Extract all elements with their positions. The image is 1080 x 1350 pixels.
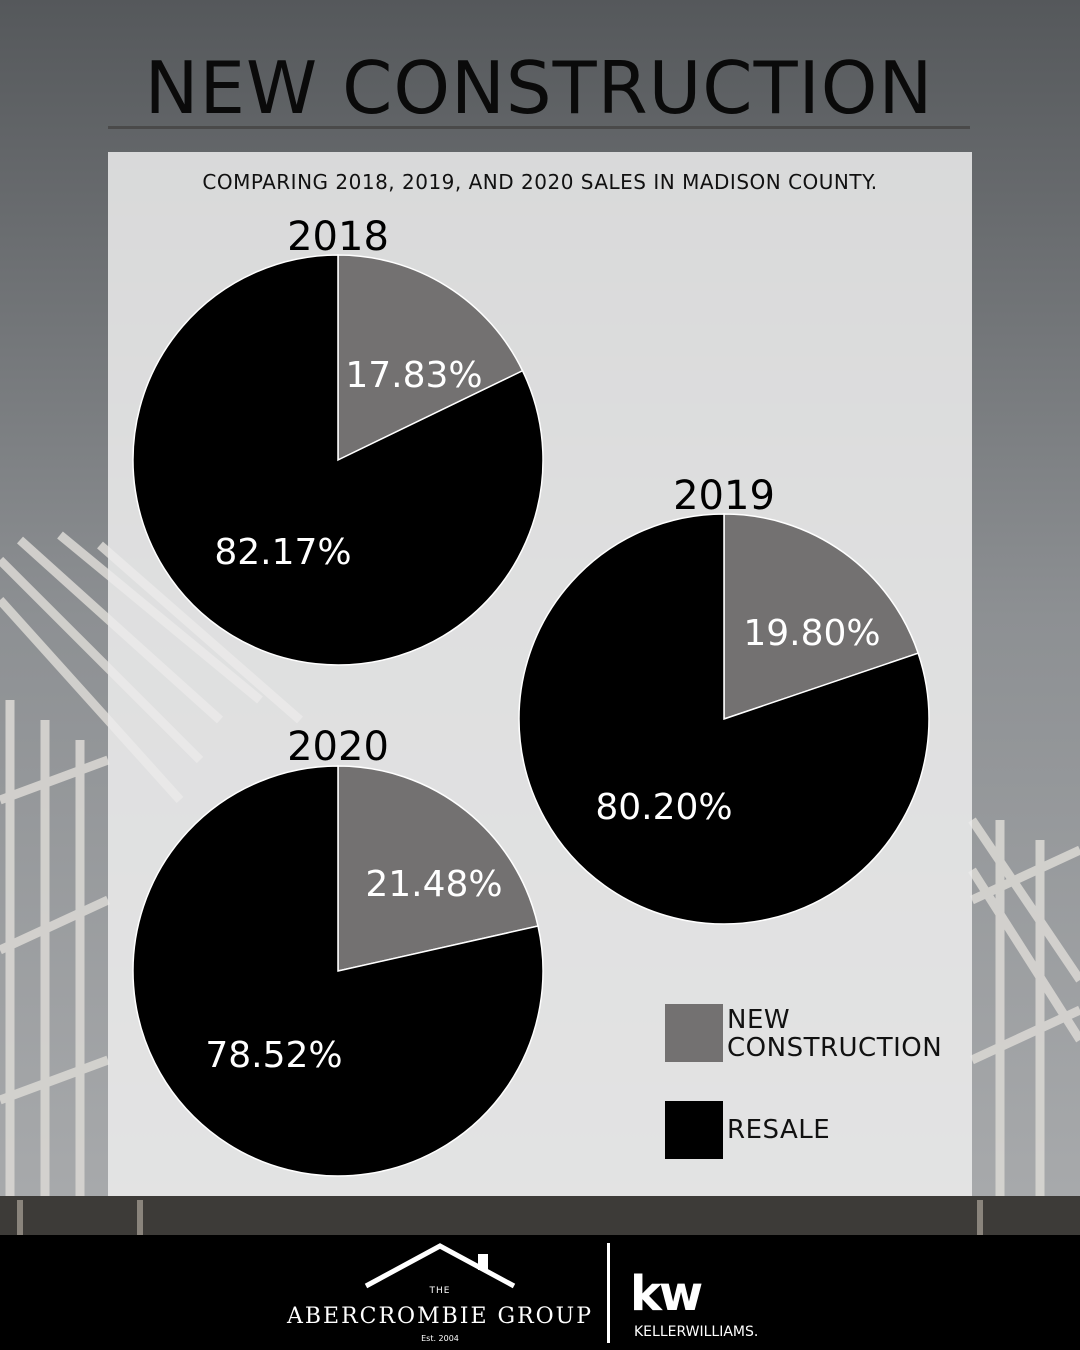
house-roof-icon <box>364 1243 516 1289</box>
pie-2019-label-resale: 80.20% <box>595 787 732 828</box>
pie-2020-slice-resale <box>132 765 544 1177</box>
page-title: NEW CONSTRUCTION <box>144 46 934 130</box>
pie-charts: 2018 17.83% 82.17% 2019 19.80% 80.20% 2020 21.4… <box>132 214 930 1177</box>
pie-2020-slice-new-construction <box>337 765 539 972</box>
brand-name: ABERCROMBIE GROUP <box>286 1304 594 1329</box>
legend-swatch-new-construction <box>665 1004 723 1062</box>
title-divider <box>108 126 970 129</box>
brand-the: THE <box>429 1286 451 1296</box>
legend-label-resale: RESALE <box>727 1115 831 1145</box>
footer-divider <box>607 1243 610 1343</box>
pie-2018-slice-resale <box>132 254 544 666</box>
legend-label-line-1: NEW <box>727 1005 791 1035</box>
pie-2020-label-new-construction: 21.48% <box>365 864 502 905</box>
pie-2019-label-new-construction: 19.80% <box>743 613 880 654</box>
pie-2019-title: 2019 <box>673 473 775 519</box>
footer-bar <box>0 1235 1080 1350</box>
pie-2020-label-resale: 78.52% <box>205 1035 342 1076</box>
pie-2018-slice-new-construction <box>337 254 524 462</box>
keller-williams-name: KELLERWILLIAMS. <box>634 1324 759 1340</box>
keller-williams-logo: kw <box>630 1266 703 1322</box>
legend-label-line-2: CONSTRUCTION <box>727 1033 943 1063</box>
pie-2018-label-new-construction: 17.83% <box>345 355 482 396</box>
pie-2018-label-resale: 82.17% <box>214 532 351 573</box>
chart-subtitle: COMPARING 2018, 2019, AND 2020 SALES IN … <box>202 170 878 194</box>
legend-label-new-construction: NEW CONSTRUCTION <box>727 1006 942 1062</box>
pie-2019-slice-new-construction <box>723 513 920 721</box>
legend-swatch-resale <box>665 1101 723 1159</box>
pie-2018-title: 2018 <box>287 214 389 260</box>
pie-2019-slice-resale <box>518 513 930 925</box>
pie-2020-title: 2020 <box>287 724 389 770</box>
brand-established: Est. 2004 <box>421 1334 459 1343</box>
